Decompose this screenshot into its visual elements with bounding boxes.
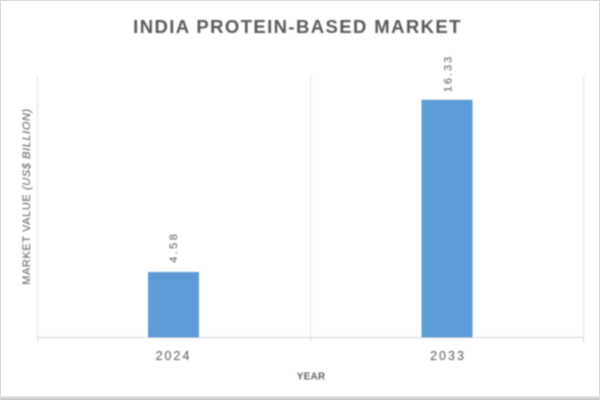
svg-text:4.58: 4.58 [168,232,180,263]
svg-text:MARKET VALUE (US$ BILLION): MARKET VALUE (US$ BILLION) [21,108,33,285]
svg-text:INDIA PROTEIN-BASED MARKET: INDIA PROTEIN-BASED MARKET [133,16,462,37]
svg-text:2033: 2033 [430,349,466,363]
svg-text:16.33: 16.33 [443,55,455,93]
svg-text:2024: 2024 [156,349,192,363]
svg-text:YEAR: YEAR [297,372,326,383]
